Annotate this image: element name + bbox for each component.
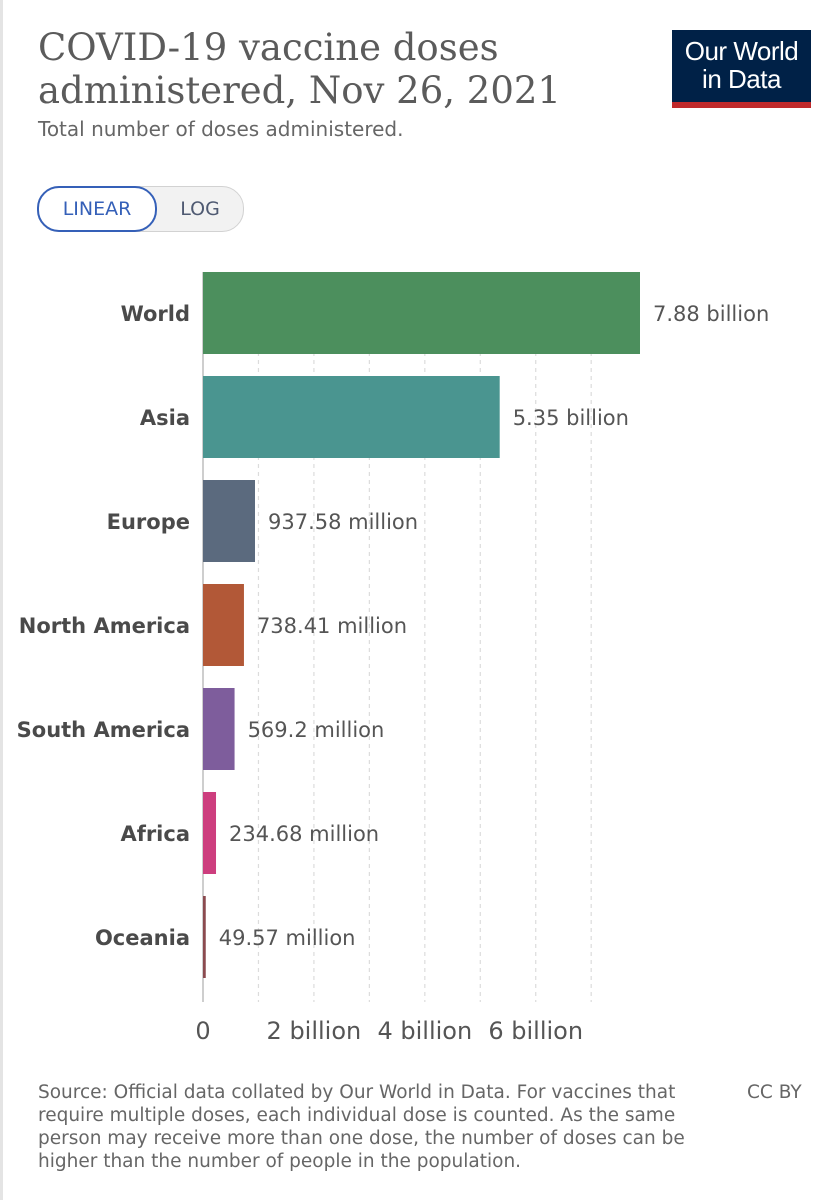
- bar-africa: [203, 792, 217, 874]
- category-label: Europe: [107, 510, 190, 534]
- bar-oceania: [203, 896, 206, 978]
- bar-world: [203, 272, 640, 354]
- category-label: World: [121, 302, 190, 326]
- value-label: 49.57 million: [219, 926, 356, 950]
- bar-asia: [203, 376, 500, 458]
- category-label: Asia: [140, 406, 190, 430]
- value-label: 937.58 million: [268, 510, 418, 534]
- x-tick-label: 4 billion: [377, 1017, 472, 1045]
- left-border: [0, 0, 3, 1200]
- bar-europe: [203, 480, 255, 562]
- source-note: Source: Official data collated by Our Wo…: [38, 1082, 685, 1172]
- owid-logo[interactable]: Our World in Data: [672, 30, 811, 108]
- value-label: 7.88 billion: [653, 302, 769, 326]
- bars: World 7.88 billion Asia 5.35 billion Europe 9…: [17, 272, 769, 978]
- scale-toggle: LINEAR LOG: [37, 186, 244, 232]
- chart-title: COVID-19 vaccine doses administered, Nov…: [38, 26, 561, 112]
- bar-south-america: [203, 688, 235, 770]
- logo-line-1: Our World: [684, 36, 799, 66]
- linear-scale-button[interactable]: LINEAR: [37, 186, 157, 232]
- category-label: South America: [17, 718, 190, 742]
- category-label: Africa: [120, 822, 190, 846]
- bar-north-america: [203, 584, 244, 666]
- log-scale-button[interactable]: LOG: [157, 187, 243, 231]
- bar-chart: World 7.88 billion Asia 5.35 billion Europe 9…: [17, 272, 769, 1045]
- category-label: Oceania: [95, 926, 190, 950]
- logo-line-2: in Data: [702, 64, 781, 94]
- x-tick-label: 6 billion: [488, 1017, 583, 1045]
- value-label: 234.68 million: [229, 822, 379, 846]
- x-axis-ticks: 0 2 billion 4 billion 6 billion: [195, 1017, 583, 1045]
- value-label: 5.35 billion: [513, 406, 629, 430]
- category-label: North America: [19, 614, 190, 638]
- x-tick-label: 0: [195, 1017, 210, 1045]
- x-tick-label: 2 billion: [267, 1017, 362, 1045]
- value-label: 569.2 million: [248, 718, 385, 742]
- value-label: 738.41 million: [257, 614, 407, 638]
- license-link[interactable]: CC BY: [747, 1082, 802, 1103]
- chart-subtitle: Total number of doses administered.: [38, 117, 404, 141]
